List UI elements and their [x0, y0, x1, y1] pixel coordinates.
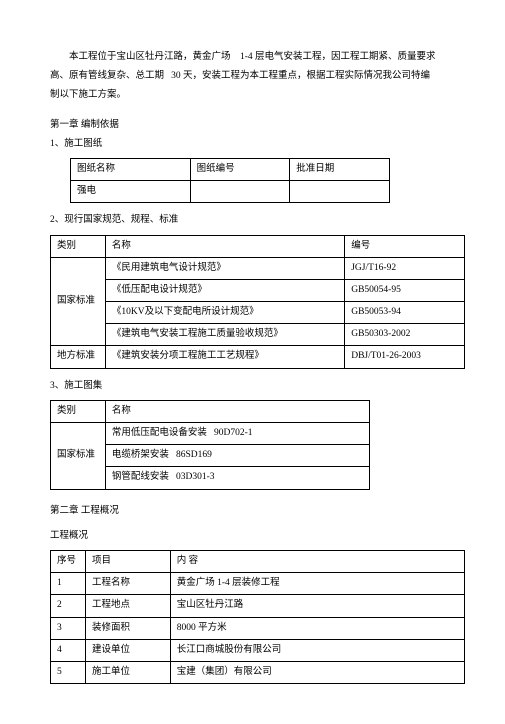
table-row: 1 工程名称 黄金广场 1-4 层装修工程 [51, 573, 465, 595]
table-cell: 工程名称 [85, 573, 170, 595]
intro-text-1a: 本工程位于宝山区牡丹江路，黄金广场 [50, 50, 231, 65]
table-cell: 建设单位 [85, 639, 170, 661]
table-cell-category: 国家标准 [51, 257, 106, 346]
standards-table: 类别 名称 编号 国家标准 《民用建筑电气设计规范》 JGJ/T16-92 《低… [50, 235, 465, 369]
intro-line-2: 高、原有管线复杂、总工期 30 天，安装工程为本工程重点，根据工程实际情况我公司… [50, 69, 465, 84]
table-cell: 5 [51, 661, 86, 683]
table-row: 序号 项目 内 容 [51, 550, 465, 572]
atlas-name: 常用低压配电设备安装 [112, 428, 207, 438]
table-cell: DBJ/T01-26-2003 [345, 346, 465, 368]
table-cell: 常用低压配电设备安装 90D702-1 [105, 423, 369, 445]
table-row: 地方标准 《建筑安装分项工程施工工艺规程》 DBJ/T01-26-2003 [51, 346, 465, 368]
intro-line-1: 本工程位于宝山区牡丹江路，黄金广场 1-4 层电气安装工程，因工程工期紧、质量要… [50, 50, 465, 65]
chapter-2-title: 第二章 工程概况 [50, 504, 465, 519]
table-cell: 1 [51, 573, 86, 595]
document-page: 本工程位于宝山区牡丹江路，黄金广场 1-4 层电气安装工程，因工程工期紧、质量要… [0, 0, 505, 724]
table-cell: 钢管配线安装 03D301-3 [105, 467, 369, 489]
table-cell [290, 181, 390, 203]
table-row: 2 工程地点 宝山区牡丹江路 [51, 595, 465, 617]
table-row: 4 建设单位 长江口商城股份有限公司 [51, 639, 465, 661]
table-cell: GB50053-94 [345, 302, 465, 324]
table-row: 国家标准 《民用建筑电气设计规范》 JGJ/T16-92 [51, 257, 465, 279]
table-row: 图纸名称 图纸编号 批准日期 [71, 158, 390, 180]
table-cell: 电缆桥架安装 86SD169 [105, 445, 369, 467]
table-cell [190, 181, 290, 203]
table-cell-category: 地方标准 [51, 346, 106, 368]
table-cell: JGJ/T16-92 [345, 257, 465, 279]
atlas-name: 钢管配线安装 [112, 472, 169, 482]
table-cell: 4 [51, 639, 86, 661]
table-cell: 强电 [71, 181, 191, 203]
table-cell: GB50303-2002 [345, 324, 465, 346]
atlas-table: 类别 名称 国家标准 常用低压配电设备安装 90D702-1 电缆桥架安装 86… [50, 400, 370, 490]
section-2-1-title: 工程概况 [50, 529, 465, 544]
table-cell: 宝山区牡丹江路 [170, 595, 464, 617]
table-cell: 《10KV及以下变配电所设计规范》 [105, 302, 344, 324]
section-1-1-title: 1、施工图纸 [50, 137, 465, 152]
table-row: 3 装修面积 8000 平方米 [51, 617, 465, 639]
table-row: 《低压配电设计规范》 GB50054-95 [51, 279, 465, 301]
section-1-2-title: 2、现行国家规范、规程、标准 [50, 213, 465, 228]
table-row: 《10KV及以下变配电所设计规范》 GB50053-94 [51, 302, 465, 324]
table-cell: 《建筑电气安装工程施工质量验收规范》 [105, 324, 344, 346]
table-row: 国家标准 常用低压配电设备安装 90D702-1 [51, 423, 370, 445]
table-header-cell: 内 容 [170, 550, 464, 572]
atlas-code: 90D702-1 [214, 428, 253, 438]
atlas-name: 电缆桥架安装 [112, 450, 169, 460]
table-header-cell: 编号 [345, 235, 465, 257]
table-cell: 《低压配电设计规范》 [105, 279, 344, 301]
table-header-cell: 图纸编号 [190, 158, 290, 180]
table-cell: GB50054-95 [345, 279, 465, 301]
table-header-cell: 名称 [105, 400, 369, 422]
table-header-cell: 批准日期 [290, 158, 390, 180]
atlas-code: 86SD169 [176, 450, 212, 460]
intro-line-3: 制以下施工方案。 [50, 88, 465, 103]
table-cell: 黄金广场 1-4 层装修工程 [170, 573, 464, 595]
atlas-code: 03D301-3 [176, 472, 215, 482]
table-cell: 3 [51, 617, 86, 639]
table-cell: 装修面积 [85, 617, 170, 639]
table-header-cell: 图纸名称 [71, 158, 191, 180]
section-1-3-title: 3、施工图集 [50, 379, 465, 394]
table-header-cell: 类别 [51, 235, 106, 257]
intro-text-2b: 30 天，安装工程为本工程重点，根据工程实际情况我公司特编 [171, 71, 430, 81]
overview-table: 序号 项目 内 容 1 工程名称 黄金广场 1-4 层装修工程 2 工程地点 宝… [50, 550, 465, 684]
table-row: 强电 [71, 181, 390, 203]
table-header-cell: 序号 [51, 550, 86, 572]
table-cell: 《民用建筑电气设计规范》 [105, 257, 344, 279]
table-header-cell: 名称 [105, 235, 344, 257]
table-cell: 《建筑安装分项工程施工工艺规程》 [105, 346, 344, 368]
intro-text-2a: 高、原有管线复杂、总工期 [50, 71, 164, 81]
drawings-table: 图纸名称 图纸编号 批准日期 强电 [70, 158, 390, 203]
table-cell: 工程地点 [85, 595, 170, 617]
table-cell: 施工单位 [85, 661, 170, 683]
table-cell: 宝建（集团）有限公司 [170, 661, 464, 683]
table-row: 类别 名称 [51, 400, 370, 422]
table-cell-category: 国家标准 [51, 423, 106, 490]
intro-text-1b: 1-4 层电气安装工程，因工程工期紧、质量要求 [240, 52, 436, 62]
chapter-1-title: 第一章 编制依据 [50, 118, 465, 133]
table-cell: 8000 平方米 [170, 617, 464, 639]
table-row: 5 施工单位 宝建（集团）有限公司 [51, 661, 465, 683]
table-row: 类别 名称 编号 [51, 235, 465, 257]
table-cell: 长江口商城股份有限公司 [170, 639, 464, 661]
table-header-cell: 类别 [51, 400, 106, 422]
table-header-cell: 项目 [85, 550, 170, 572]
table-cell: 2 [51, 595, 86, 617]
table-row: 《建筑电气安装工程施工质量验收规范》 GB50303-2002 [51, 324, 465, 346]
